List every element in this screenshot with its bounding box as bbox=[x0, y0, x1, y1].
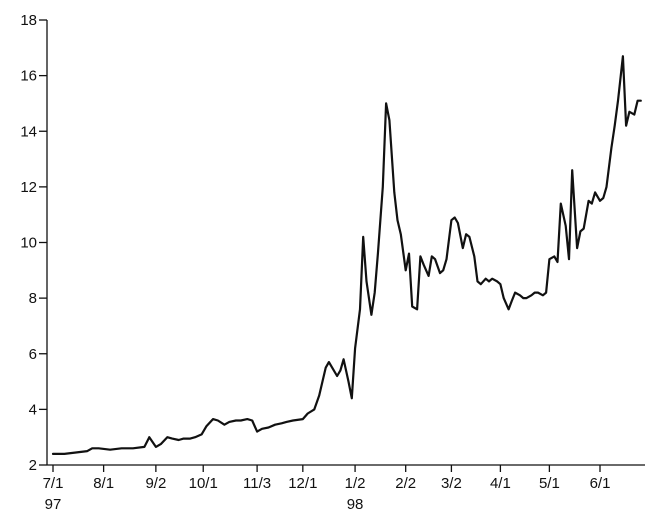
x-tick-label: 10/1 bbox=[189, 475, 218, 492]
y-tick-label: 2 bbox=[29, 457, 37, 474]
x-tick-label: 6/1 bbox=[590, 475, 611, 492]
x-tick-label: 12/1 bbox=[288, 475, 317, 492]
y-tick-label: 18 bbox=[20, 12, 37, 29]
y-tick-label: 10 bbox=[20, 235, 37, 252]
x-axis-ticks: 7/1 97 8/1 9/2 10/1 11/3 12/1 1/2 98 2/2 3/2 4/1 5/1… bbox=[43, 465, 611, 512]
x-tick-label: 8/1 bbox=[93, 475, 114, 492]
x-tick-label: 1/2 bbox=[345, 475, 366, 492]
y-tick-label: 6 bbox=[29, 346, 37, 363]
x-tick-label: 5/1 bbox=[539, 475, 560, 492]
y-tick-label: 16 bbox=[20, 68, 37, 85]
x-tick-year-label: 98 bbox=[347, 496, 364, 512]
y-axis-ticks: 2 4 6 8 10 12 14 16 18 bbox=[20, 12, 47, 474]
x-tick-label: 2/2 bbox=[395, 475, 416, 492]
series-line bbox=[51, 55, 642, 455]
x-tick-label: 4/1 bbox=[490, 475, 511, 492]
y-tick-label: 14 bbox=[20, 123, 37, 140]
y-tick-label: 12 bbox=[20, 179, 37, 196]
x-tick-year-label: 97 bbox=[45, 496, 62, 512]
y-tick-label: 8 bbox=[29, 290, 37, 307]
x-tick-label: 7/1 bbox=[43, 475, 64, 492]
x-tick-label: 3/2 bbox=[441, 475, 462, 492]
y-tick-label: 4 bbox=[29, 401, 37, 418]
x-tick-label: 9/2 bbox=[145, 475, 166, 492]
x-tick-label: 11/3 bbox=[243, 475, 271, 492]
